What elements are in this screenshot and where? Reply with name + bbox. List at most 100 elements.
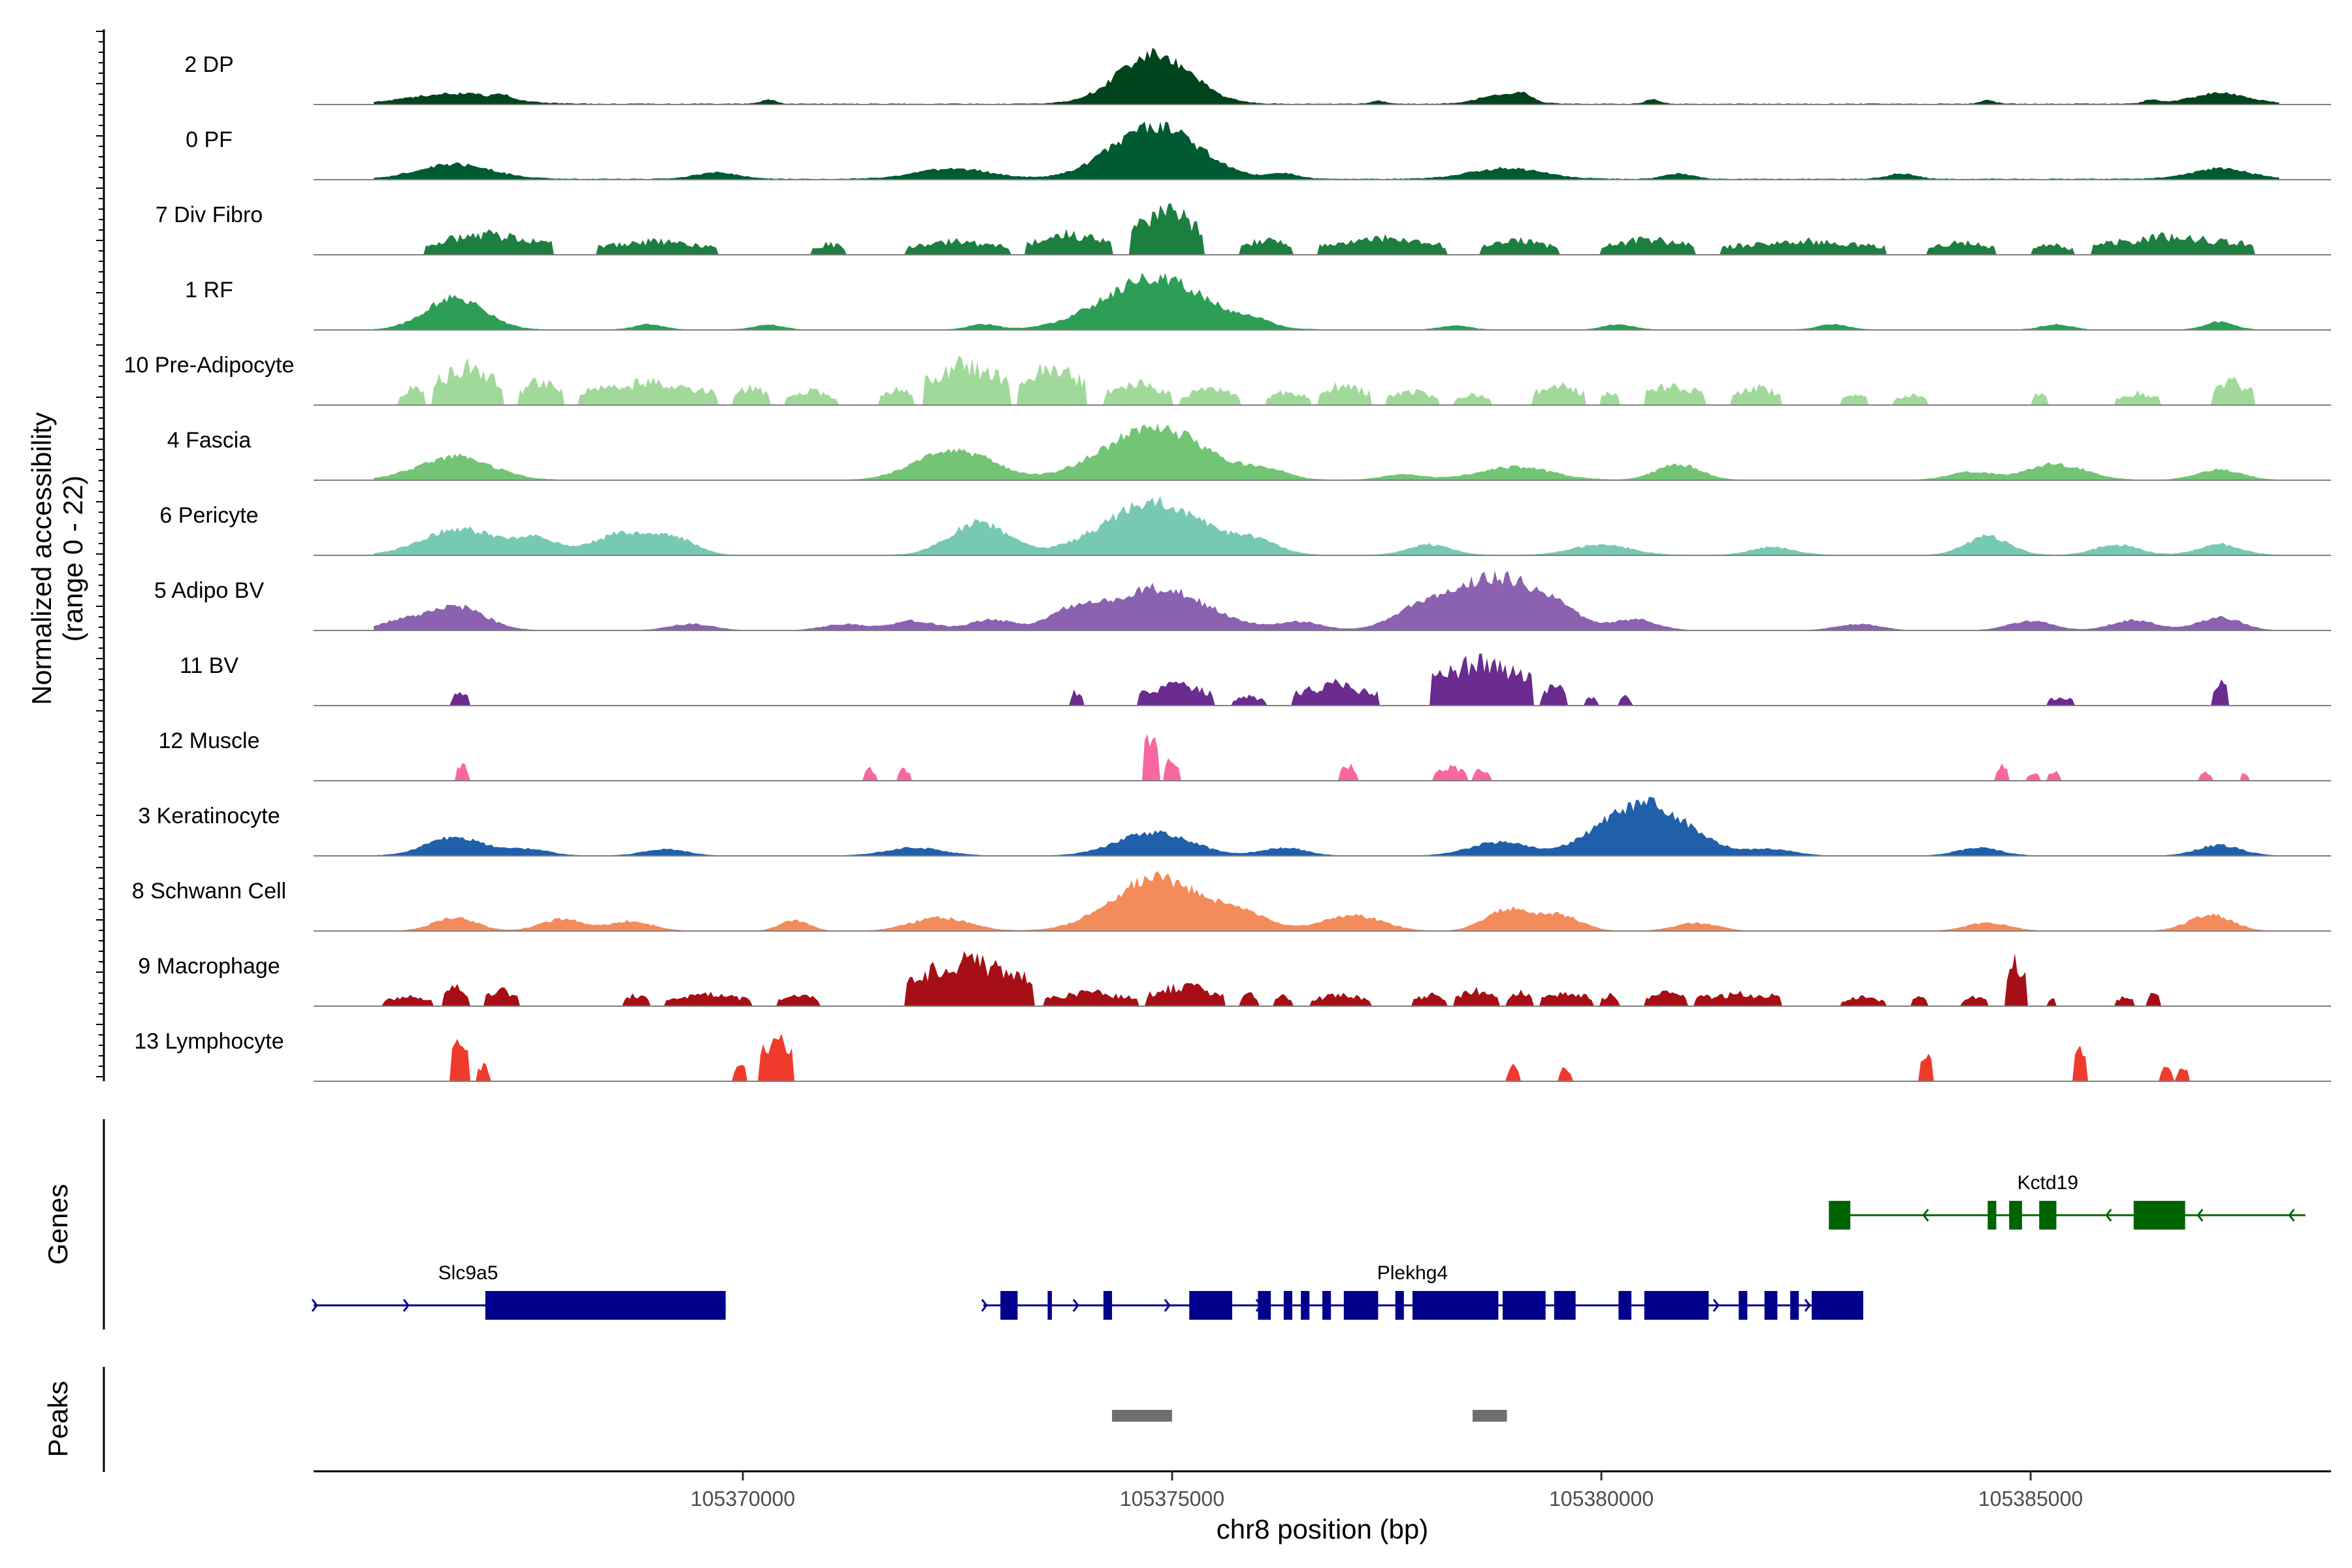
gene-exon	[1764, 1291, 1778, 1320]
track-7-div-fibro: 7 Div Fibro	[155, 203, 2331, 255]
track-label: 6 Pericyte	[159, 503, 258, 528]
strand-chevron	[2105, 1209, 2112, 1222]
coverage-area	[374, 122, 2280, 180]
x-tick-label: 105375000	[1120, 1487, 1224, 1511]
strand-chevron	[1804, 1299, 1811, 1312]
track-label: 2 DP	[184, 52, 234, 77]
gene-exon	[1322, 1291, 1331, 1320]
gene-exon	[1301, 1291, 1310, 1320]
strand-chevron	[311, 1299, 318, 1312]
gene-exon	[2039, 1201, 2057, 1230]
track-label: 0 PF	[186, 127, 233, 152]
gene-label: Kctd19	[2017, 1172, 2078, 1194]
gene-exon	[1189, 1291, 1233, 1320]
strand-chevron	[981, 1299, 988, 1312]
gene-exon	[1283, 1291, 1293, 1320]
coverage-area	[374, 272, 2280, 330]
x-tick-label: 105385000	[1978, 1487, 2083, 1511]
strand-chevron	[1164, 1299, 1171, 1312]
gene-exon	[1644, 1291, 1709, 1320]
gene-slc9a5: Slc9a5	[311, 1262, 726, 1320]
y-axis-range: (range 0 - 22)	[57, 476, 88, 642]
track-8-schwann-cell: 8 Schwann Cell	[132, 871, 2331, 932]
coverage-area	[374, 496, 2280, 555]
x-axis-ticks: 105370000 105375000 105380000 105385000	[691, 1471, 2083, 1511]
track-1-rf: 1 RF	[185, 272, 2331, 331]
peak-regions	[1112, 1410, 1507, 1422]
gene-label: Plekhg4	[1377, 1262, 1448, 1284]
coverage-area	[374, 570, 2280, 630]
track-label: 11 BV	[180, 653, 238, 678]
track-label: 10 Pre-Adipocyte	[124, 353, 295, 378]
gene-exon	[1103, 1291, 1113, 1320]
track-label: 3 Keratinocyte	[138, 804, 280, 828]
coverage-area	[374, 203, 2280, 255]
track-label: 4 Fascia	[167, 428, 252, 453]
track-label: 9 Macrophage	[138, 954, 280, 979]
peak-region	[1112, 1410, 1173, 1422]
gene-exon	[2009, 1201, 2022, 1230]
strand-chevron	[1072, 1299, 1079, 1312]
x-tick-label: 105380000	[1549, 1487, 1654, 1511]
gene-exon	[1047, 1291, 1053, 1320]
coverage-area	[374, 951, 2280, 1006]
gene-exon	[1829, 1201, 1851, 1230]
gene-exon	[1987, 1201, 1997, 1230]
y-axis-title: Normalized accessibility	[26, 412, 57, 705]
genes-panel-label: Genes	[42, 1184, 73, 1265]
coverage-area	[374, 355, 2280, 405]
gene-label: Slc9a5	[438, 1262, 498, 1284]
coverage-area	[374, 423, 2280, 480]
x-tick-label: 105370000	[691, 1487, 795, 1511]
peaks-panel-label: Peaks	[42, 1381, 73, 1458]
gene-exon	[1395, 1291, 1404, 1320]
gene-exon	[1000, 1291, 1018, 1320]
gene-exon	[1412, 1291, 1499, 1320]
track-9-macrophage: 9 Macrophage	[138, 951, 2331, 1007]
coverage-area	[374, 48, 2280, 105]
coverage-y-ticks	[96, 31, 104, 1077]
track-13-lymphocyte: 13 Lymphocyte	[134, 1029, 2331, 1082]
coverage-tracks: 2 DP 0 PF 7 Div Fibro 1 RF 10 Pre-Adipocyte 4…	[124, 48, 2331, 1082]
x-axis-title: chr8 position (bp)	[1217, 1514, 1429, 1544]
peak-region	[1472, 1410, 1507, 1422]
gene-exon	[1554, 1291, 1576, 1320]
track-11-bv: 11 BV	[180, 653, 2331, 706]
strand-chevron	[1922, 1209, 1929, 1222]
gene-plekhg4: Plekhg4	[981, 1262, 1863, 1320]
coverage-area	[374, 1034, 2280, 1081]
gene-exon	[1790, 1291, 1799, 1320]
strand-chevron	[402, 1299, 410, 1312]
track-6-pericyte: 6 Pericyte	[159, 496, 2331, 556]
gene-exon	[1502, 1291, 1546, 1320]
track-3-keratinocyte: 3 Keratinocyte	[138, 796, 2331, 857]
gene-kctd19: Kctd19	[1829, 1172, 2306, 1230]
track-5-adipo-bv: 5 Adipo BV	[154, 570, 2331, 631]
gene-exon	[1739, 1291, 1748, 1320]
gene-exon	[1618, 1291, 1632, 1320]
gene-exon	[1343, 1291, 1379, 1320]
gene-exon	[1258, 1291, 1271, 1320]
track-label: 8 Schwann Cell	[132, 879, 286, 904]
track-label: 7 Div Fibro	[155, 203, 263, 227]
gene-exon	[1812, 1291, 1863, 1320]
coverage-area	[374, 653, 2280, 706]
track-2-dp: 2 DP	[184, 48, 2331, 105]
gene-exon	[485, 1291, 726, 1320]
coverage-area	[374, 871, 2280, 931]
coverage-area	[374, 734, 2280, 781]
track-label: 12 Muscle	[159, 728, 260, 753]
track-label: 1 RF	[185, 278, 233, 302]
track-0-pf: 0 PF	[186, 122, 2331, 180]
gene-annotations: Kctd19 Slc9a5 Plekhg4	[311, 1172, 2306, 1320]
gene-exon	[2133, 1201, 2185, 1230]
track-4-fascia: 4 Fascia	[167, 423, 2331, 481]
track-12-muscle: 12 Muscle	[159, 728, 2331, 781]
strand-chevron	[2197, 1209, 2204, 1222]
track-10-pre-adipocyte: 10 Pre-Adipocyte	[124, 353, 2331, 406]
strand-chevron	[1712, 1299, 1720, 1312]
coverage-area	[374, 796, 2280, 856]
strand-chevron	[2288, 1209, 2295, 1222]
track-label: 13 Lymphocyte	[134, 1029, 284, 1054]
